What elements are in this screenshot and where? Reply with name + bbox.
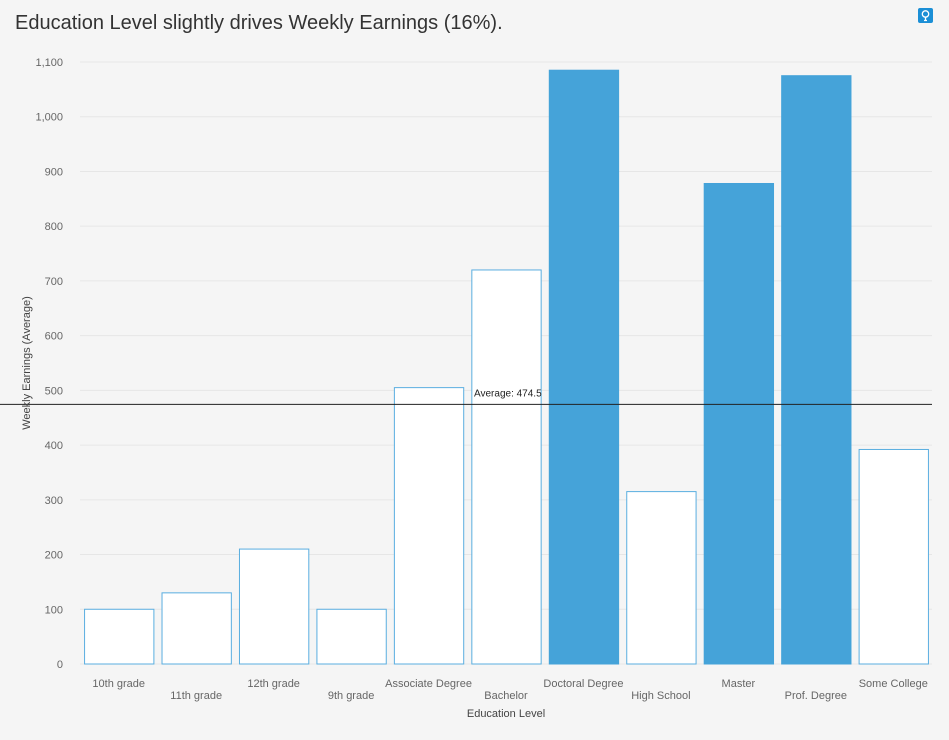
bar[interactable]: [858, 448, 929, 665]
x-tick-label: 10th grade: [92, 678, 145, 690]
bar[interactable]: [548, 69, 620, 665]
y-tick-label: 1,000: [35, 112, 63, 124]
y-tick-label: 800: [45, 221, 63, 233]
x-tick-label: 12th grade: [247, 678, 300, 690]
x-tick-label: Bachelor: [484, 690, 528, 702]
x-tick-label: Some College: [859, 678, 928, 690]
bar[interactable]: [471, 269, 542, 665]
y-tick-label: 900: [45, 166, 63, 178]
y-axis-title: Weekly Earnings (Average): [21, 296, 33, 430]
y-tick-label: 700: [45, 276, 63, 288]
bar[interactable]: [703, 182, 775, 665]
x-tick-label: Doctoral Degree: [543, 678, 623, 690]
bar[interactable]: [781, 75, 852, 665]
y-tick-label: 200: [45, 550, 63, 562]
x-tick-label: 9th grade: [328, 690, 374, 702]
bar[interactable]: [393, 387, 465, 665]
x-axis-title: Education Level: [467, 708, 545, 720]
bar[interactable]: [161, 592, 232, 665]
x-tick-label: Associate Degree: [385, 678, 472, 690]
y-tick-label: 400: [45, 440, 63, 452]
y-tick-label: 100: [45, 604, 63, 616]
bar[interactable]: [84, 608, 155, 665]
y-tick-label: 0: [57, 659, 63, 671]
x-tick-label: High School: [631, 690, 690, 702]
y-tick-label: 600: [45, 331, 63, 343]
y-tick-label: 300: [45, 495, 63, 507]
y-tick-label: 1,100: [35, 57, 63, 69]
x-tick-label: Prof. Degree: [785, 690, 847, 702]
average-label: Average: 474.5: [474, 388, 542, 399]
bar[interactable]: [626, 491, 697, 665]
lightbulb-icon[interactable]: [918, 8, 933, 23]
x-tick-label: Master: [722, 678, 756, 690]
bar[interactable]: [238, 548, 310, 665]
chart-title: Education Level slightly drives Weekly E…: [15, 12, 503, 34]
x-tick-label: 11th grade: [170, 690, 222, 702]
bar[interactable]: [316, 608, 387, 665]
y-tick-label: 500: [45, 385, 63, 397]
